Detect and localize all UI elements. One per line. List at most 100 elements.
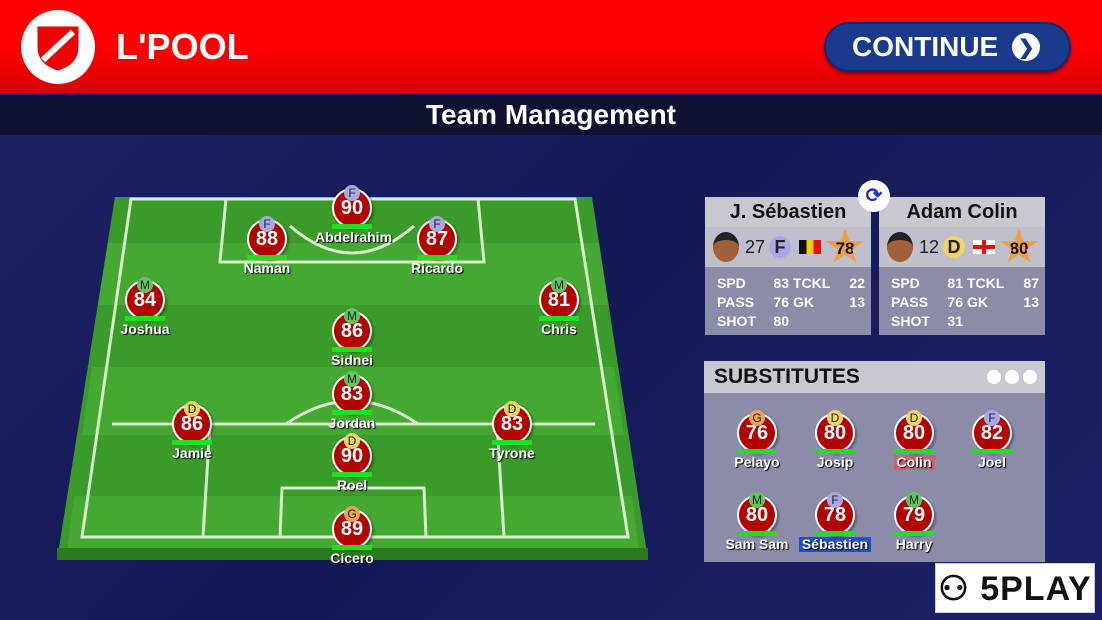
- player-name: Pelayo: [734, 454, 780, 470]
- player-name: Joel: [977, 454, 1006, 470]
- player-token[interactable]: 81 M Chris: [519, 277, 599, 339]
- stats-grid: SPD 83 TCKL 22 PASS 76 GK 13 SHOT 80: [717, 275, 865, 329]
- belgium-flag-icon: [799, 240, 822, 254]
- player-name: Tyrone: [489, 445, 535, 461]
- position-badge: F: [429, 216, 445, 232]
- rating-badge: 84 M: [125, 277, 165, 320]
- position-badge: F: [984, 410, 1000, 426]
- rating-badge: 87 F: [417, 216, 457, 259]
- fitness-bar: [332, 224, 372, 229]
- player-name: Roel: [336, 477, 368, 493]
- player-age: 12: [919, 236, 940, 257]
- substitutes-panel: SUBSTITUTES 76 G Pelayo 80 D Josip 80 D Colin …: [704, 361, 1045, 562]
- fitness-bar: [332, 347, 372, 352]
- rating-badge: 90 F: [332, 185, 372, 228]
- player-face-icon: [713, 232, 739, 262]
- club-crest-icon: [21, 10, 95, 84]
- fitness-bar: [492, 440, 532, 445]
- player-name: Naman: [243, 260, 291, 276]
- substitute-token[interactable]: 82 F Joel: [952, 410, 1032, 472]
- position-badge: M: [906, 492, 922, 508]
- player-name: Sam Sam: [725, 536, 789, 552]
- stats-grid: SPD 81 TCKL 87 PASS 76 GK 13 SHOT 31: [891, 275, 1039, 329]
- player-name: Abdelrahim: [315, 229, 393, 245]
- chevron-right-icon: ❯: [1012, 33, 1041, 61]
- substitute-token-selected[interactable]: 80 D Colin: [874, 410, 954, 472]
- player-token[interactable]: 86 M Sidnei: [312, 308, 392, 370]
- fitness-bar: [417, 255, 457, 260]
- player-token[interactable]: 83 D Tyrone: [472, 401, 552, 463]
- club-name: L'POOL: [116, 26, 249, 67]
- position-badge: D: [943, 236, 966, 258]
- substitute-token-selected[interactable]: 78 F Sébastien: [795, 492, 875, 554]
- position-badge: F: [344, 185, 360, 201]
- player-name: Harry: [895, 536, 933, 552]
- compare-card-left: J. Sébastien 27 F 78 SPD 83 TCKL 22 PASS 76 GK 1…: [705, 197, 871, 335]
- position-badge: G: [749, 410, 765, 426]
- position-badge: M: [344, 371, 360, 387]
- rating-star: 78: [825, 228, 865, 263]
- player-name: Chris: [541, 321, 577, 337]
- rating-badge: 83 D: [492, 401, 532, 444]
- substitute-token[interactable]: 79 M Harry: [874, 492, 954, 554]
- player-face-icon: [887, 232, 913, 262]
- rating-badge: 86 M: [332, 308, 372, 351]
- fitness-bar: [332, 545, 372, 550]
- rating-badge: 83 M: [332, 371, 372, 414]
- top-bar: L'POOL CONTINUE ❯: [0, 0, 1102, 93]
- position-badge: F: [259, 216, 275, 232]
- fitness-bar: [332, 472, 372, 477]
- player-token[interactable]: 86 D Jamie: [152, 401, 232, 463]
- rating-badge: 89 G: [332, 506, 372, 549]
- fitness-bar: [172, 440, 212, 445]
- substitute-token[interactable]: 80 D Josip: [795, 410, 875, 472]
- player-name: Sidnei: [330, 352, 373, 368]
- player-name: Jordan: [328, 415, 376, 431]
- page-title: Team Management: [0, 95, 1102, 135]
- position-badge: D: [827, 410, 843, 426]
- player-age: 27: [745, 236, 766, 257]
- player-token[interactable]: 83 M Jordan: [312, 371, 392, 433]
- rating-badge: 88 F: [247, 216, 287, 259]
- player-name: Ricardo: [410, 260, 464, 276]
- player-token[interactable]: 90 F Abdelrahim: [312, 185, 393, 247]
- rating-badge: 90 D: [332, 433, 372, 476]
- player-name: Sébastien: [798, 537, 872, 552]
- player-token[interactable]: 87 F Ricardo: [397, 216, 477, 278]
- england-flag-icon: [973, 240, 996, 254]
- more-options-icon[interactable]: [987, 370, 1037, 384]
- player-token[interactable]: 88 F Naman: [227, 216, 307, 278]
- position-badge: M: [749, 492, 765, 508]
- substitute-token[interactable]: 80 M Sam Sam: [717, 492, 797, 554]
- swap-icon[interactable]: ⟳: [858, 180, 890, 212]
- compare-card-right: Adam Colin 12 D 80 SPD 81 TCKL 87 PASS 76 GK 13 S…: [879, 197, 1045, 335]
- fitness-bar: [539, 316, 579, 321]
- player-name: Josip: [816, 454, 854, 470]
- position-badge: F: [769, 236, 792, 258]
- position-badge: M: [551, 277, 567, 293]
- substitute-token[interactable]: 76 G Pelayo: [717, 410, 797, 472]
- player-name: Colin: [893, 455, 935, 470]
- continue-button[interactable]: CONTINUE ❯: [824, 22, 1071, 72]
- continue-label: CONTINUE: [852, 31, 999, 62]
- position-badge: D: [906, 410, 922, 426]
- substitutes-title: SUBSTITUTES: [714, 365, 860, 388]
- player-token[interactable]: 89 G Cícero: [312, 506, 392, 568]
- player-token[interactable]: 84 M Joshua: [105, 277, 185, 339]
- position-badge: M: [344, 308, 360, 324]
- position-badge: G: [344, 506, 360, 522]
- watermark-logo: ⚇ 5PLAY: [935, 563, 1095, 613]
- position-badge: M: [137, 277, 153, 293]
- position-badge: D: [184, 401, 200, 417]
- player-name: Jamie: [172, 445, 212, 461]
- rating-badge: 81 M: [539, 277, 579, 320]
- rating-badge: 86 D: [172, 401, 212, 444]
- player-name: J. Sébastien: [705, 197, 871, 227]
- position-badge: F: [827, 492, 843, 508]
- position-badge: D: [504, 401, 520, 417]
- player-name: Cícero: [330, 550, 374, 566]
- position-badge: D: [344, 433, 360, 449]
- player-name: Adam Colin: [879, 197, 1045, 227]
- fitness-bar: [247, 255, 287, 260]
- player-token[interactable]: 90 D Roel: [312, 433, 392, 495]
